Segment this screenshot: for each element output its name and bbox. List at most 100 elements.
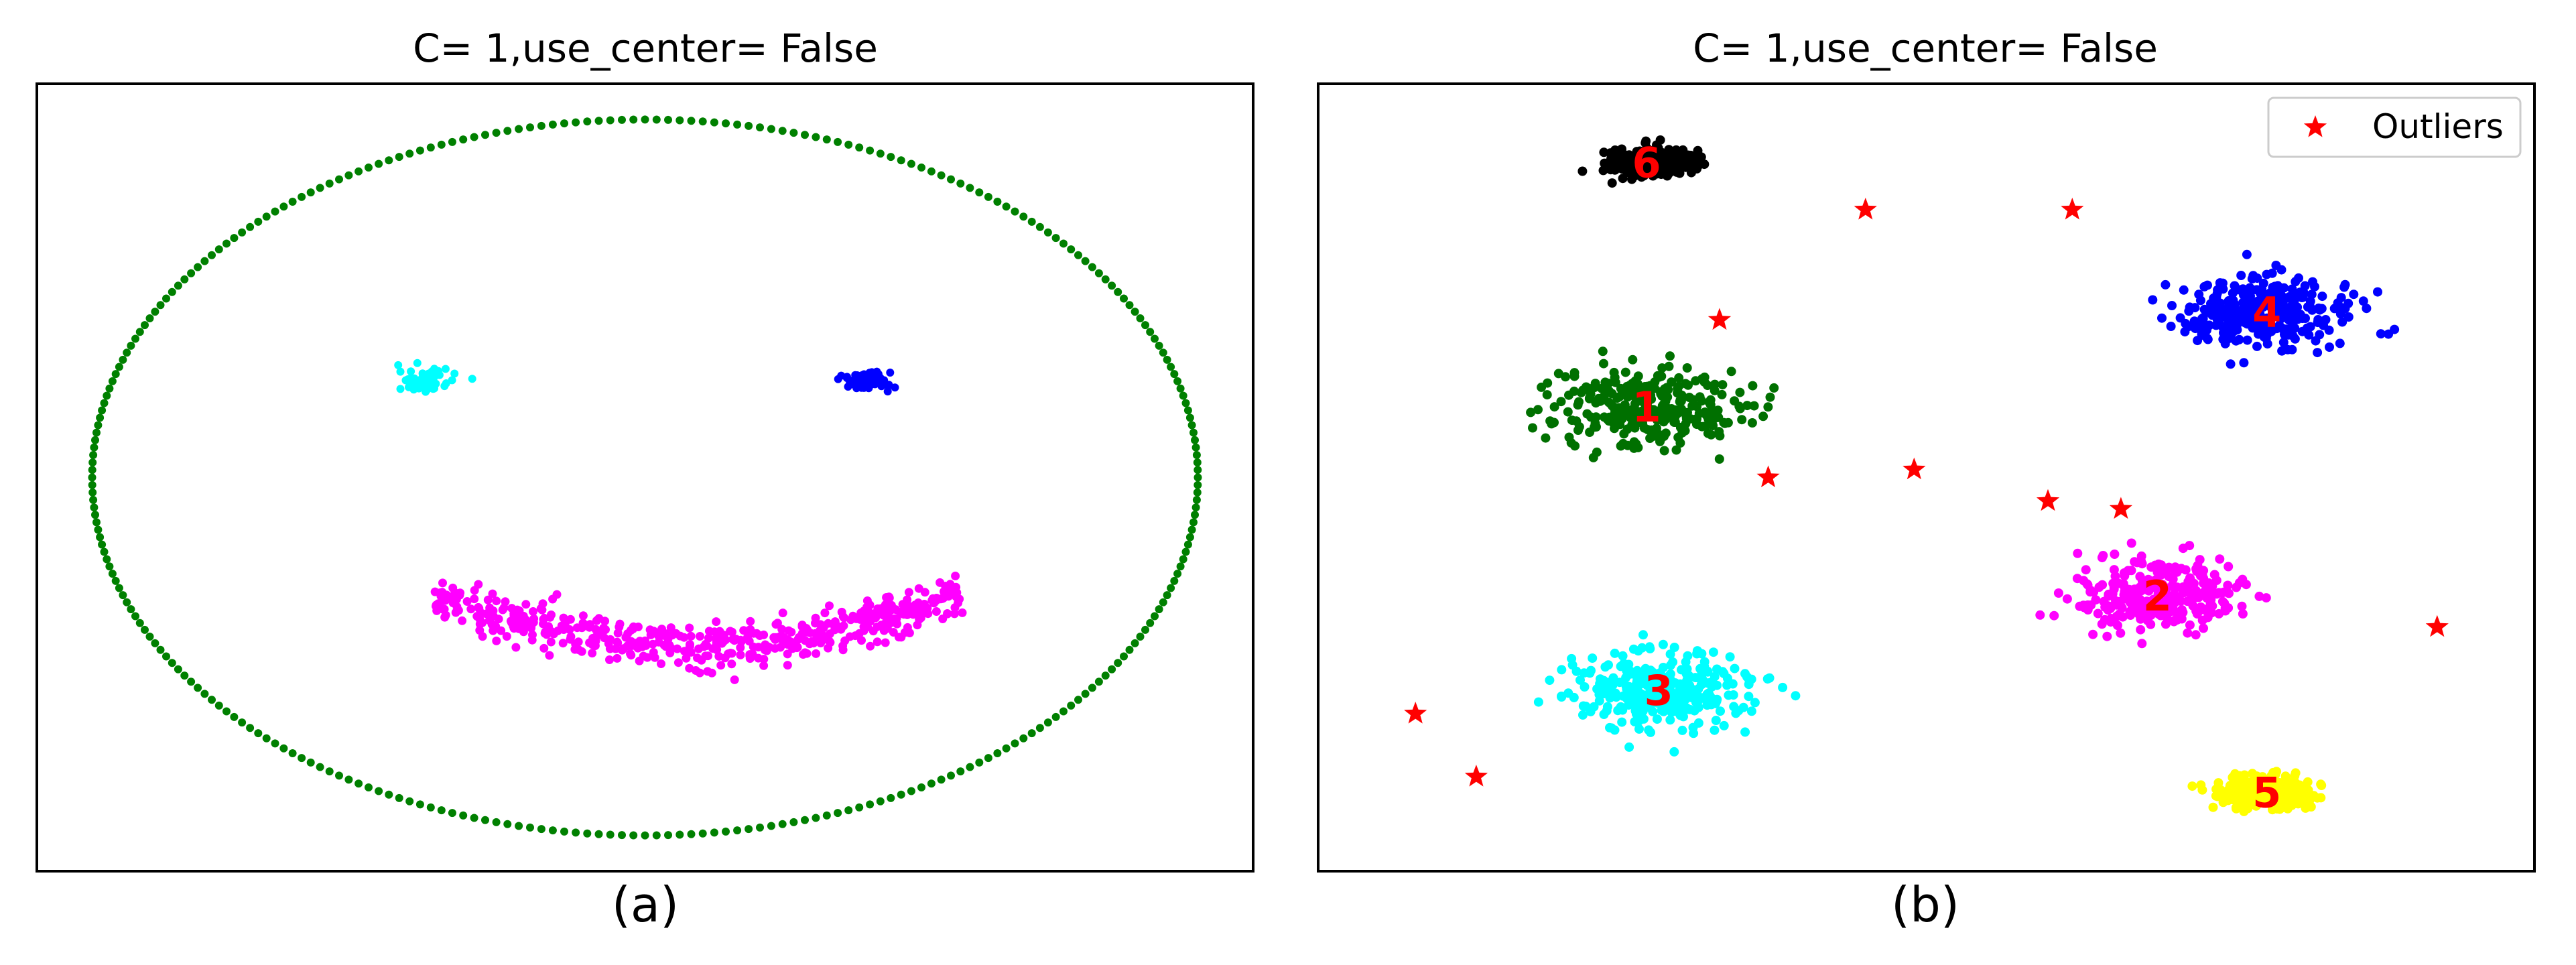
cluster-3-point <box>1578 701 1588 711</box>
cluster-3-point <box>1710 725 1720 735</box>
mouth-point <box>574 645 583 654</box>
cluster-5-point <box>2238 794 2248 804</box>
ellipse-point <box>375 787 383 795</box>
cluster-5-point <box>2303 777 2313 787</box>
cluster-label-4: 4 <box>2252 288 2281 337</box>
right-eye-point <box>843 373 851 381</box>
cluster-1-point <box>1681 379 1691 389</box>
cluster-3-point <box>1731 708 1741 718</box>
ellipse-point <box>279 744 288 753</box>
ellipse-point <box>927 167 936 176</box>
cluster-1-point <box>1610 373 1620 383</box>
cluster-1-point <box>1611 410 1620 420</box>
cluster-1-point <box>1592 422 1601 432</box>
ellipse-point <box>789 129 798 137</box>
cluster-2-point <box>2199 574 2209 584</box>
mouth-point <box>904 588 913 597</box>
cluster-4-point <box>2335 338 2345 348</box>
mouth-point <box>951 572 960 580</box>
cluster-1-point <box>1691 376 1701 386</box>
cluster-2-point <box>2110 550 2120 559</box>
ellipse-point <box>745 121 753 130</box>
mouth-point <box>621 633 631 642</box>
cluster-4-point <box>2215 278 2225 288</box>
cluster-4-point <box>2261 334 2271 343</box>
ellipse-point <box>108 570 117 578</box>
ellipse-point <box>594 830 603 838</box>
mouth-point <box>743 633 752 642</box>
cluster-3-point <box>1608 680 1618 690</box>
ellipse-point <box>426 143 435 152</box>
ellipse-point <box>1170 576 1179 585</box>
mouth-point <box>824 619 833 628</box>
cluster-3-point <box>1695 665 1705 674</box>
mouth-point <box>559 613 568 623</box>
cluster-6-point <box>1608 151 1618 162</box>
ellipse-point <box>131 334 139 343</box>
cluster-2-point <box>2062 594 2072 604</box>
mouth-point <box>458 616 467 625</box>
ellipse-point <box>1114 287 1122 296</box>
cluster-1-point <box>1737 415 1747 425</box>
ellipse-point <box>395 793 403 802</box>
right-eye-point <box>891 383 899 392</box>
mouth-point <box>759 661 769 670</box>
right-eye-point <box>848 380 857 389</box>
cluster-4-point <box>2288 294 2298 304</box>
ellipse-point <box>492 818 501 826</box>
cluster-3-point <box>1589 702 1599 712</box>
ellipse-point <box>174 665 182 673</box>
ellipse-point <box>145 314 154 322</box>
cluster-2-point <box>2237 601 2247 611</box>
cluster-3-point <box>1557 692 1567 702</box>
ellipse-point <box>1176 562 1185 571</box>
mouth-point <box>955 594 964 604</box>
mouth-point <box>700 642 708 651</box>
ellipse-point <box>1011 739 1019 748</box>
cluster-4-point <box>2270 300 2280 310</box>
ellipse-point <box>1136 314 1145 322</box>
ellipse-point <box>767 822 775 830</box>
mouth-point <box>797 621 807 630</box>
mouth-point <box>846 615 856 625</box>
outlier-star <box>2061 198 2084 220</box>
cluster-2-point <box>2215 554 2225 564</box>
mouth-point <box>592 632 601 641</box>
cluster-2-point <box>2098 551 2108 560</box>
ellipse-point <box>1183 406 1192 415</box>
ellipse-point <box>1194 473 1202 482</box>
cluster-2-point <box>2217 596 2228 606</box>
cluster-1-point <box>1564 432 1574 442</box>
mouth-point <box>831 624 840 633</box>
cluster-1-point <box>1659 430 1669 440</box>
mouth-point <box>613 638 623 647</box>
mouth-point <box>939 593 948 602</box>
mouth-point <box>528 619 537 628</box>
ellipse-point <box>306 188 315 197</box>
cluster-2-point <box>2150 560 2161 570</box>
ellipse-point <box>156 301 165 310</box>
cluster-2-point <box>2183 587 2193 597</box>
ellipse-point <box>1159 598 1167 606</box>
panel-b-caption: (b) <box>1891 877 1959 933</box>
mouth-point <box>474 604 484 613</box>
cluster-3-point <box>1658 639 1668 649</box>
cluster-4-point <box>2337 303 2347 313</box>
cluster-1-point <box>1620 367 1630 377</box>
ellipse-point <box>131 612 139 621</box>
ellipse-point <box>1173 377 1182 385</box>
cluster-2-point <box>2119 590 2129 600</box>
cluster-3-point <box>1644 725 1654 735</box>
cluster-4-point <box>2298 292 2308 302</box>
mouth-point <box>739 626 749 635</box>
cluster-1-point <box>1600 377 1610 387</box>
cluster-3-point <box>1778 682 1788 692</box>
mouth-point <box>719 631 728 640</box>
ellipse-point <box>405 149 414 158</box>
mouth-point <box>499 603 509 613</box>
ellipse-point <box>1125 645 1134 654</box>
mouth-point <box>881 638 890 647</box>
cluster-3-point <box>1653 698 1663 708</box>
mouth-point <box>513 617 522 627</box>
panel-a-frame <box>36 82 1254 873</box>
